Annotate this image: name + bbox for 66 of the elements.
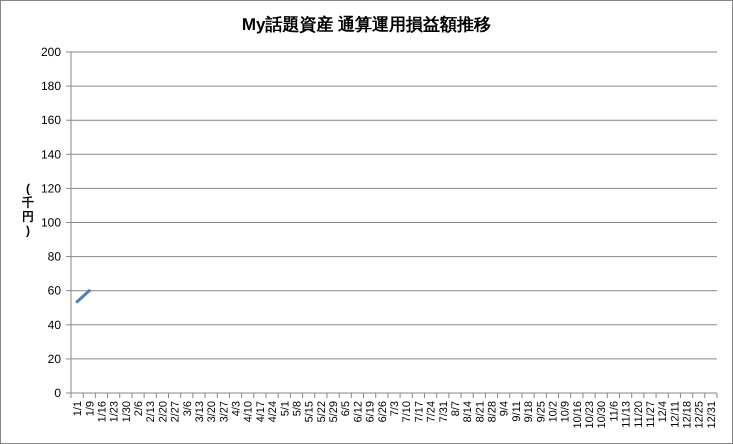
- x-tick-label: 12/4: [657, 401, 670, 422]
- x-tick-label: 8/7: [450, 401, 462, 416]
- x-tick-label: 12/25: [694, 401, 706, 429]
- y-tick-label: 0: [54, 386, 62, 400]
- y-tick-label: 80: [48, 250, 62, 264]
- x-tick-label: 11/20: [632, 401, 645, 428]
- x-tick-label: 12/31: [706, 401, 718, 429]
- x-tick-label: 7/3: [389, 401, 401, 416]
- y-tick-label: 120: [40, 181, 62, 196]
- x-tick-label: 10/23: [584, 401, 596, 429]
- x-tick-label: 5/15: [304, 401, 316, 422]
- x-tick-label: 8/28: [486, 401, 499, 422]
- x-tick-label: 2/6: [133, 401, 146, 416]
- x-tick-label: 4/17: [254, 401, 267, 422]
- y-tick-label: 40: [48, 318, 62, 332]
- x-tick-label: 7/24: [426, 401, 438, 422]
- x-tick-label: 6/19: [364, 401, 377, 422]
- y-tick-label: 100: [40, 216, 62, 230]
- x-tick-label: 1/30: [120, 401, 133, 422]
- y-tick-label: 140: [40, 147, 62, 162]
- x-tick-label: 11/27: [644, 401, 657, 428]
- x-tick-label: 5/1: [279, 401, 292, 416]
- x-tick-label: 3/27: [218, 401, 230, 422]
- x-tick-label: 9/18: [523, 401, 536, 422]
- y-tick-label: 180: [40, 79, 62, 94]
- y-axis-title: (千円): [21, 182, 34, 238]
- x-tick-label: 1/16: [96, 401, 108, 422]
- x-tick-label: 3/6: [182, 401, 194, 416]
- x-tick-label: 3/20: [206, 401, 218, 422]
- y-tick-label: 200: [40, 45, 62, 59]
- x-tick-label: 2/20: [157, 401, 170, 422]
- x-tick-label: 8/21: [474, 401, 486, 422]
- x-tick-label: 12/18: [682, 401, 694, 429]
- x-tick-label: 1/9: [84, 401, 96, 416]
- x-tick-label: 6/12: [352, 401, 364, 422]
- x-tick-label: 9/4: [498, 401, 511, 416]
- x-tick-label: 4/24: [267, 401, 280, 422]
- x-tick-label: 10/30: [596, 401, 608, 429]
- x-tick-label: 3/13: [194, 401, 206, 422]
- x-tick-label: 7/31: [438, 401, 450, 422]
- x-tick-label: 1/23: [108, 401, 121, 422]
- x-tick-label: 8/14: [462, 401, 474, 422]
- x-tick-label: 9/11: [510, 401, 523, 422]
- x-tick-label: 11/6: [608, 401, 620, 422]
- x-tick-label: 5/8: [291, 401, 304, 416]
- x-tick-label: 5/29: [328, 401, 340, 422]
- x-tick-label: 6/26: [376, 401, 389, 422]
- y-tick-label: 20: [48, 352, 62, 366]
- x-tick-label: 2/27: [170, 401, 182, 422]
- x-tick-label: 5/22: [316, 401, 328, 422]
- x-tick-label: 7/17: [413, 401, 426, 422]
- x-tick-label: 9/25: [535, 401, 548, 422]
- x-tick-label: 7/10: [401, 401, 414, 422]
- x-tick-label: 10/9: [560, 401, 572, 422]
- x-tick-label: 11/13: [620, 401, 633, 428]
- y-tick-label: 160: [40, 113, 62, 128]
- chart-title: My話題資産 通算運用損益額推移: [242, 15, 492, 34]
- x-tick-label: 6/5: [340, 401, 352, 416]
- x-tick-label: 2/13: [145, 401, 158, 422]
- x-tick-label: 4/3: [230, 401, 243, 416]
- x-tick-label: 1/1: [72, 401, 84, 416]
- x-tick-label: 12/11: [669, 401, 682, 428]
- x-tick-label: 10/16: [572, 401, 584, 429]
- y-tick-label: 60: [48, 284, 62, 298]
- x-tick-label: 10/2: [547, 401, 560, 422]
- x-tick-label: 4/10: [242, 401, 255, 422]
